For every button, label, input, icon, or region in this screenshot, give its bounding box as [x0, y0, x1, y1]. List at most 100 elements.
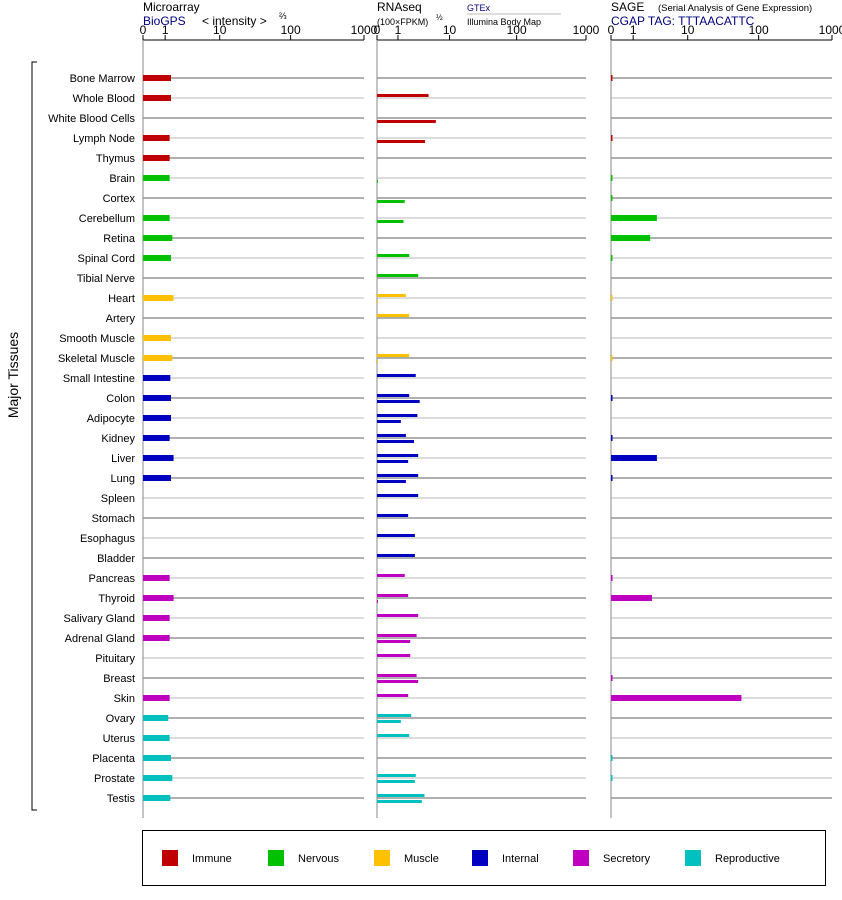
microarray-bar: [143, 335, 172, 341]
tissue-rows: Bone Marrow Whole Blood White Blood Cells L…: [48, 73, 832, 805]
tissue-label: Pituitary: [95, 653, 135, 665]
rnaseq-gtex-bar: [377, 774, 416, 777]
sage-title: SAGE: [611, 0, 644, 14]
microarray-bar: [143, 635, 170, 641]
sage-bar: [611, 455, 657, 461]
sage-bar: [611, 775, 613, 781]
microarray-tick-label: 1000: [351, 23, 378, 37]
tissue-label: Placenta: [92, 753, 136, 765]
legend-swatch: [268, 850, 284, 866]
microarray-bar: [143, 595, 174, 601]
tissue-label: Artery: [106, 313, 136, 325]
tissue-label: Colon: [106, 393, 135, 405]
microarray-bar: [143, 795, 171, 801]
sage-tick-label: 1: [630, 23, 637, 37]
microarray-bar: [143, 255, 172, 261]
microarray-bar: [143, 415, 172, 421]
sage-tick-label: 0: [608, 23, 615, 37]
rnaseq-tick-label: 0: [374, 23, 381, 37]
sage-tag: CGAP TAG: TTTAACATTC: [611, 14, 755, 28]
sage-tick-label: 1000: [819, 23, 842, 37]
tissue-label: Cerebellum: [79, 213, 135, 225]
sage-bar: [611, 355, 613, 361]
tissue-label: Liver: [111, 453, 135, 465]
microarray-bar: [143, 155, 170, 161]
rnaseq-ibm-bar: [377, 640, 411, 643]
rnaseq-gtex-bar: [377, 294, 406, 297]
rnaseq-gtex-bar: [377, 654, 411, 657]
rnaseq-tick-label: 10: [443, 23, 457, 37]
microarray-bar: [143, 455, 174, 461]
tissue-label: Spinal Cord: [78, 253, 135, 265]
tissue-label: Whole Blood: [73, 93, 135, 105]
rnaseq-gtex-bar: [377, 574, 405, 577]
sage-bar: [611, 215, 657, 221]
microarray-bar: [143, 235, 173, 241]
tissue-label: Brain: [109, 173, 135, 185]
rnaseq-gtex-bar: [377, 514, 409, 517]
rnaseq-ibm-bar: [377, 360, 378, 363]
rnaseq-gtex-bar: [377, 434, 406, 437]
sage-bar: [611, 195, 613, 201]
tissue-label: Testis: [107, 793, 136, 805]
microarray-bar: [143, 135, 170, 141]
tissue-label: Cortex: [103, 193, 136, 205]
rnaseq-gtex-bar: [377, 414, 418, 417]
microarray-bar: [143, 615, 170, 621]
microarray-bar: [143, 295, 174, 301]
legend: Immune Nervous Muscle Internal Secretory Repr…: [142, 830, 826, 886]
rnaseq-tick-label: 100: [507, 23, 527, 37]
tissue-label: Skin: [114, 693, 135, 705]
tissue-label: Salivary Gland: [63, 613, 135, 625]
tissue-label: Prostate: [94, 773, 135, 785]
microarray-bar: [143, 355, 173, 361]
sage-bar: [611, 175, 613, 181]
legend-label: Reproductive: [715, 853, 780, 865]
rnaseq-ibm-bar: [377, 480, 406, 483]
legend-swatch: [162, 850, 178, 866]
tissue-bracket: [31, 61, 37, 811]
rnaseq-source-ibm: Illumina Body Map: [467, 17, 541, 27]
tissue-label: Bladder: [97, 553, 135, 565]
microarray-bar: [143, 95, 172, 101]
rnaseq-ibm-bar: [377, 120, 436, 123]
rnaseq-gtex-bar: [377, 694, 409, 697]
rnaseq-gtex-bar: [377, 734, 410, 737]
tissue-label: Lymph Node: [73, 133, 135, 145]
rnaseq-ibm-bar: [377, 680, 419, 683]
legend-swatch: [573, 850, 589, 866]
microarray-tick-label: 10: [213, 23, 227, 37]
sage-bar: [611, 675, 613, 681]
rnaseq-gtex-bar: [377, 374, 416, 377]
rnaseq-ibm-bar: [377, 420, 401, 423]
tissue-label: Retina: [103, 233, 136, 245]
microarray-tick-label: 100: [281, 23, 301, 37]
rnaseq-gtex-bar: [377, 714, 412, 717]
microarray-bar: [143, 695, 170, 701]
microarray-bar: [143, 755, 172, 761]
microarray-bar: [143, 435, 170, 441]
microarray-bar: [143, 575, 170, 581]
sage-bar: [611, 135, 613, 141]
legend-label: Secretory: [603, 853, 651, 865]
legend-label: Immune: [192, 853, 232, 865]
tissue-label: Heart: [108, 293, 135, 305]
rnaseq-ibm-bar: [377, 220, 404, 223]
rnaseq-ibm-bar: [377, 720, 401, 723]
rnaseq-gtex-bar: [377, 254, 410, 257]
sage-bar: [611, 575, 613, 581]
sage-tick-label: 100: [749, 23, 769, 37]
rnaseq-gtex-bar: [377, 794, 425, 797]
sage-bar: [611, 755, 613, 761]
tissue-label: Lung: [111, 473, 135, 485]
rnaseq-gtex-bar: [377, 454, 419, 457]
tissue-label: Tibial Nerve: [77, 273, 135, 285]
sage-subtitle: (Serial Analysis of Gene Expression): [658, 3, 812, 14]
tissue-label: Breast: [103, 673, 135, 685]
tissue-label: Kidney: [101, 433, 135, 445]
rnaseq-title: RNAseq: [377, 0, 422, 14]
sage-bar: [611, 75, 613, 81]
legend-swatch: [685, 850, 701, 866]
tissue-label: Esophagus: [80, 533, 136, 545]
tissue-label: Skeletal Muscle: [58, 353, 135, 365]
